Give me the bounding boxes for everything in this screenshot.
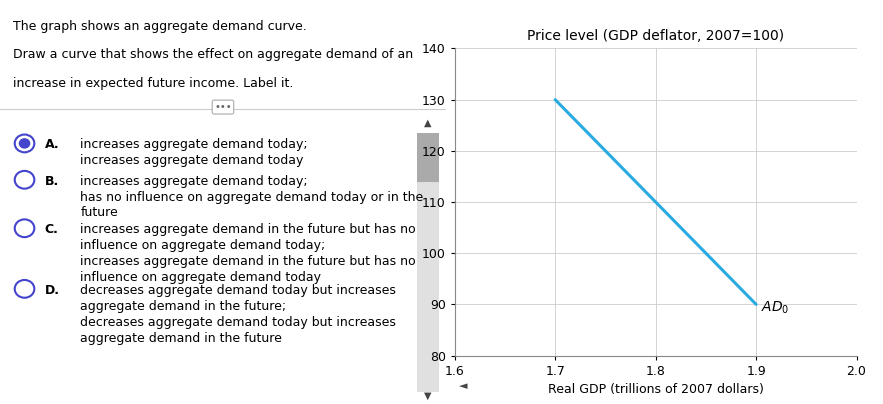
- Text: B.: B.: [45, 175, 59, 187]
- FancyBboxPatch shape: [417, 137, 439, 392]
- Text: future: future: [80, 206, 118, 219]
- Text: The graph shows an aggregate demand curve.: The graph shows an aggregate demand curv…: [13, 20, 307, 33]
- Text: ◄: ◄: [459, 381, 467, 391]
- Text: ▼: ▼: [425, 391, 432, 401]
- Text: $AD_0$: $AD_0$: [761, 300, 789, 316]
- Text: Draw a curve that shows the effect on aggregate demand of an: Draw a curve that shows the effect on ag…: [13, 48, 413, 61]
- Text: increase in expected future income. Label it.: increase in expected future income. Labe…: [13, 77, 294, 90]
- Text: influence on aggregate demand today;: influence on aggregate demand today;: [80, 239, 326, 252]
- Text: influence on aggregate demand today: influence on aggregate demand today: [80, 271, 321, 284]
- Text: increases aggregate demand in the future but has no: increases aggregate demand in the future…: [80, 255, 416, 268]
- Text: D.: D.: [45, 284, 59, 297]
- X-axis label: Real GDP (trillions of 2007 dollars): Real GDP (trillions of 2007 dollars): [547, 383, 764, 396]
- Text: increases aggregate demand today: increases aggregate demand today: [80, 154, 304, 167]
- Text: decreases aggregate demand today but increases: decreases aggregate demand today but inc…: [80, 316, 396, 329]
- Text: decreases aggregate demand today but increases: decreases aggregate demand today but inc…: [80, 284, 396, 297]
- Text: A.: A.: [45, 138, 59, 151]
- Text: aggregate demand in the future: aggregate demand in the future: [80, 332, 283, 345]
- Text: aggregate demand in the future;: aggregate demand in the future;: [80, 300, 286, 313]
- FancyBboxPatch shape: [417, 133, 439, 182]
- Title: Price level (GDP deflator, 2007=100): Price level (GDP deflator, 2007=100): [527, 29, 784, 43]
- Text: increases aggregate demand today;: increases aggregate demand today;: [80, 175, 308, 187]
- Text: increases aggregate demand today;: increases aggregate demand today;: [80, 138, 308, 151]
- Circle shape: [19, 138, 30, 149]
- Text: has no influence on aggregate demand today or in the: has no influence on aggregate demand tod…: [80, 191, 424, 204]
- Text: •••: •••: [215, 102, 231, 112]
- Text: C.: C.: [45, 223, 58, 236]
- Text: ▲: ▲: [425, 118, 432, 128]
- Text: increases aggregate demand in the future but has no: increases aggregate demand in the future…: [80, 223, 416, 236]
